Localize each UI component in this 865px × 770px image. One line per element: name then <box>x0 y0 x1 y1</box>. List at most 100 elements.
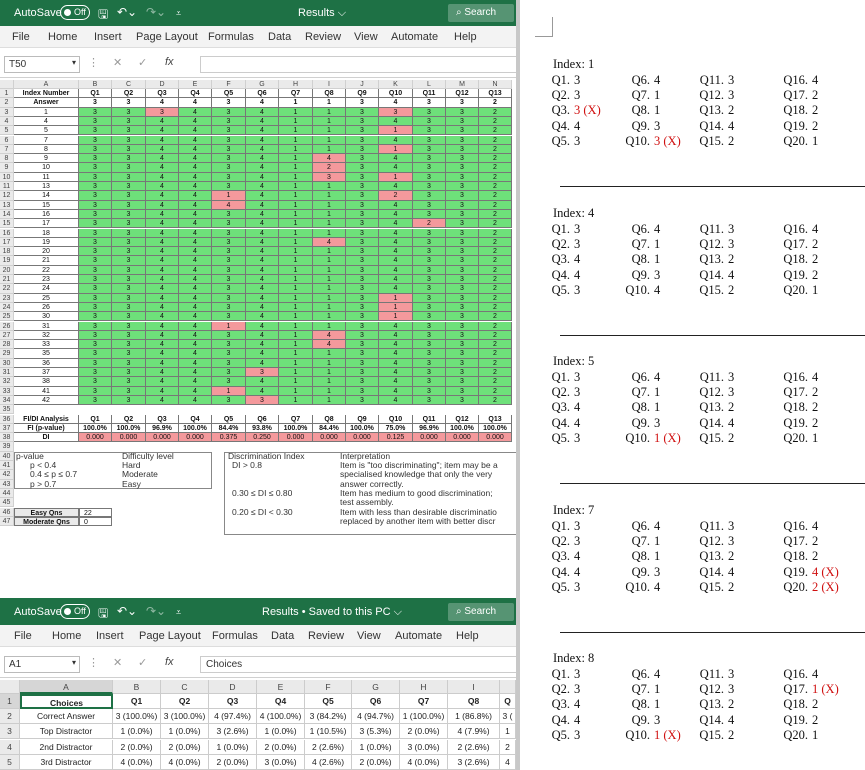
cell-D37[interactable]: 96.9% <box>146 423 179 434</box>
cell-L19[interactable]: 3 <box>413 256 446 266</box>
cell-N18[interactable]: 2 <box>479 247 512 257</box>
cell-D18[interactable]: 4 <box>146 247 179 257</box>
row-header-35[interactable]: 35 <box>0 405 14 415</box>
cell-D36[interactable]: Q3 <box>146 414 179 424</box>
cell-M15[interactable]: 3 <box>446 219 479 229</box>
cell-H8[interactable]: 1 <box>279 154 313 164</box>
cell-E20[interactable]: 4 <box>179 265 212 275</box>
cell-C36[interactable]: Q2 <box>112 414 146 424</box>
cell-M36[interactable]: Q12 <box>446 414 479 424</box>
cell-K37[interactable]: 75.0% <box>379 423 413 434</box>
row-header-37[interactable]: 37 <box>0 423 14 434</box>
cell-F31[interactable]: 3 <box>212 368 246 378</box>
cell-2-4-3[interactable]: 3 (2.6%) <box>209 724 257 740</box>
cell-D34[interactable]: 4 <box>146 395 179 406</box>
cell-G9[interactable]: 4 <box>246 163 279 173</box>
cell-B24[interactable]: 3 <box>79 302 112 313</box>
cell-2-4-2[interactable]: 4 (97.4%) <box>209 709 257 725</box>
cell-B28[interactable]: 3 <box>79 340 112 350</box>
cell-B8[interactable]: 3 <box>79 154 112 164</box>
row-header-41[interactable]: 41 <box>0 461 14 471</box>
cell-D12[interactable]: 4 <box>146 191 179 201</box>
cell-J37[interactable]: 100.0% <box>346 423 379 434</box>
cell-H19[interactable]: 1 <box>279 256 313 266</box>
cell-L4[interactable]: 3 <box>413 116 446 127</box>
cell-N13[interactable]: 2 <box>479 200 512 210</box>
cell-C4[interactable]: 3 <box>112 116 146 127</box>
cell-M22[interactable]: 3 <box>446 284 479 294</box>
cell-G3[interactable]: 4 <box>246 107 279 117</box>
col-header-M[interactable]: M <box>446 80 479 89</box>
cell-C30[interactable]: 3 <box>112 358 146 368</box>
cell-2-8-1[interactable]: Q7 <box>400 694 448 709</box>
menu-tab-view[interactable]: View <box>354 31 378 43</box>
cell-K31[interactable]: 4 <box>379 368 413 378</box>
cell-J16[interactable]: 3 <box>346 228 379 238</box>
cell-G2[interactable]: 4 <box>246 98 279 108</box>
cell-M18[interactable]: 3 <box>446 247 479 257</box>
col-header-K[interactable]: K <box>379 80 413 89</box>
cell-L23[interactable]: 3 <box>413 293 446 303</box>
cell-K21[interactable]: 4 <box>379 275 413 285</box>
cell-I17[interactable]: 4 <box>313 237 346 248</box>
cell-H24[interactable]: 1 <box>279 302 313 313</box>
cell-I29[interactable]: 1 <box>313 349 346 359</box>
cell-H7[interactable]: 1 <box>279 144 313 155</box>
cell-N4[interactable]: 2 <box>479 116 512 127</box>
menu-tab-review[interactable]: Review <box>305 31 342 43</box>
cell-J9[interactable]: 3 <box>346 163 379 173</box>
cell-M16[interactable]: 3 <box>446 228 479 238</box>
menu-tab-page-layout[interactable]: Page Layout <box>139 630 201 642</box>
col-header-2-I[interactable]: I <box>448 680 500 694</box>
cell-L17[interactable]: 3 <box>413 237 446 248</box>
cell-N38[interactable]: 0.000 <box>479 433 512 443</box>
cell-C16[interactable]: 3 <box>112 228 146 238</box>
cell-F36[interactable]: Q5 <box>212 414 246 424</box>
cell-C26[interactable]: 3 <box>112 321 146 331</box>
autosave-toggle[interactable]: Off <box>60 5 90 20</box>
cell-F18[interactable]: 3 <box>212 247 246 257</box>
cell-G19[interactable]: 4 <box>246 256 279 266</box>
cell-K36[interactable]: Q10 <box>379 414 413 424</box>
cell-D30[interactable]: 4 <box>146 358 179 368</box>
row-header-5[interactable]: 5 <box>0 126 14 136</box>
cell-F27[interactable]: 3 <box>212 330 246 341</box>
cell-2-6-4[interactable]: 2 (2.6%) <box>305 739 352 755</box>
cell-2-8-2[interactable]: 1 (100.0%) <box>400 709 448 725</box>
cell-M32[interactable]: 3 <box>446 377 479 387</box>
cell-F20[interactable]: 3 <box>212 265 246 275</box>
cell-2-1-2[interactable]: Correct Answer <box>20 709 113 725</box>
cell-M37[interactable]: 100.0% <box>446 423 479 434</box>
cell-A26[interactable]: 31 <box>14 321 79 331</box>
cell-F10[interactable]: 3 <box>212 172 246 182</box>
cell-I33[interactable]: 1 <box>313 386 346 396</box>
cell-L3[interactable]: 3 <box>413 107 446 117</box>
results-sheet[interactable]: A B C D E F G H I J K L M N 1 Index Number Q1 Q2 Q3 Q4 Q5 Q6 Q… <box>0 80 516 584</box>
cell-L25[interactable]: 3 <box>413 312 446 322</box>
cell-A1[interactable]: Index Number <box>14 89 79 99</box>
menu-tab-insert[interactable]: Insert <box>94 31 122 43</box>
col-header-2-H[interactable]: H <box>400 680 448 694</box>
menu-tab-automate[interactable]: Automate <box>391 31 439 43</box>
cell-H22[interactable]: 1 <box>279 284 313 294</box>
cell-C22[interactable]: 3 <box>112 284 146 294</box>
cell-I21[interactable]: 1 <box>313 275 346 285</box>
cell-N26[interactable]: 2 <box>479 321 512 331</box>
cell-C27[interactable]: 3 <box>112 330 146 341</box>
cell-M2[interactable]: 3 <box>446 98 479 108</box>
cell-E11[interactable]: 4 <box>179 182 212 192</box>
cell-L22[interactable]: 3 <box>413 284 446 294</box>
cell-H37[interactable]: 100.0% <box>279 423 313 434</box>
cell-M6[interactable]: 3 <box>446 135 479 145</box>
redo-icon[interactable]: ↷⌄ <box>146 5 167 19</box>
cell-L20[interactable]: 3 <box>413 265 446 275</box>
cell-F28[interactable]: 3 <box>212 340 246 350</box>
cell-B26[interactable]: 3 <box>79 321 112 331</box>
cell-N21[interactable]: 2 <box>479 275 512 285</box>
row-header-7[interactable]: 7 <box>0 144 14 155</box>
cell-A2[interactable]: Answer <box>14 98 79 108</box>
cell-I20[interactable]: 1 <box>313 265 346 275</box>
cell-2-3-2[interactable]: 3 (100.0%) <box>161 709 209 725</box>
cell-E15[interactable]: 4 <box>179 219 212 229</box>
cell-A22[interactable]: 24 <box>14 284 79 294</box>
